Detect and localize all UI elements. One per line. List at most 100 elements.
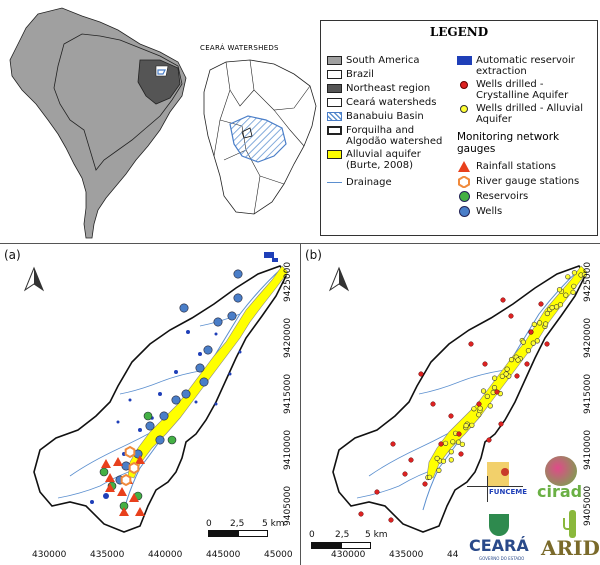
alluvial-well-marker xyxy=(459,441,465,447)
panel-a-label: (a) xyxy=(4,248,21,262)
swatch-northeast xyxy=(326,84,342,93)
crystalline-well-marker xyxy=(482,361,488,367)
alluvial-well-marker xyxy=(571,270,578,276)
scale-label-mid: 2,5 xyxy=(230,519,245,529)
reservoir-marker xyxy=(143,411,153,421)
alluvial-well-marker xyxy=(434,455,440,461)
alluvial-well-marker xyxy=(557,302,564,308)
crystalline-well-marker xyxy=(498,421,504,427)
crystalline-well-marker xyxy=(374,489,380,495)
alluvial-well-marker xyxy=(469,422,475,428)
arid-logo: ARID xyxy=(541,510,600,562)
map-panel-b: (b) 430000 435000 44 9425000 9420000 941… xyxy=(301,244,600,565)
legend-item: Banabuiu Basin xyxy=(325,111,453,122)
legend-item: Brazil xyxy=(325,69,453,80)
alluvial-well-marker xyxy=(480,388,487,394)
alluvial-well-marker xyxy=(534,338,540,344)
swatch-brazil xyxy=(326,70,342,79)
crystalline-well-marker xyxy=(458,451,464,457)
legend-item: Wells drilled - Alluvial Aquifer xyxy=(455,103,597,125)
wells-icon xyxy=(458,206,470,217)
alluvial-well-marker xyxy=(537,320,543,326)
well-marker xyxy=(213,317,223,327)
north-arrow-icon xyxy=(23,266,45,292)
x-tick-label: 430000 xyxy=(331,550,366,560)
rainfall-station-marker xyxy=(129,493,139,502)
swatch-watershed xyxy=(326,126,342,135)
alluvial-well-marker xyxy=(504,366,510,372)
rainfall-station-marker xyxy=(101,459,111,468)
alluvial-well-marker xyxy=(515,357,521,363)
swatch-south-america xyxy=(326,56,342,65)
reservoir-marker xyxy=(99,467,109,477)
alluvial-well-marker xyxy=(448,457,454,463)
rainfall-station-marker xyxy=(119,507,129,516)
alluvial-well-marker xyxy=(448,449,454,455)
legend-item: South America xyxy=(325,55,453,66)
rainfall-station-marker xyxy=(105,473,115,482)
swatch-banabuiu xyxy=(326,112,342,121)
alluvial-well-marker xyxy=(477,405,483,411)
crystalline-well-marker xyxy=(528,329,534,335)
alluvial-well-marker xyxy=(436,467,442,473)
alluvial-well-marker xyxy=(491,385,498,391)
well-marker xyxy=(195,363,205,373)
alluvial-well-marker xyxy=(570,289,576,295)
crystalline-well-marker xyxy=(494,389,500,395)
x-tick-label: 45000 xyxy=(264,550,293,560)
drainage-line-symbol xyxy=(326,182,342,183)
map-a-stations xyxy=(99,269,243,516)
alluvial-well-marker xyxy=(553,304,560,310)
y-tick-label: 9420000 xyxy=(583,317,593,358)
scale-label-mid: 2,5 xyxy=(335,530,350,540)
y-tick-label: 9415000 xyxy=(583,373,593,414)
river-gauge-marker xyxy=(124,445,136,459)
crystalline-well-marker xyxy=(514,373,520,379)
x-tick-label: 435000 xyxy=(389,550,424,560)
scale-label-end: 5 km xyxy=(262,519,285,529)
alluvial-well-marker xyxy=(544,310,550,317)
alluvial-well-marker xyxy=(520,339,526,345)
funceme-logo: FUNCEME xyxy=(467,462,527,516)
river-gauge-icon xyxy=(458,176,470,188)
crystalline-well-marker xyxy=(544,341,550,347)
scale-label-0: 0 xyxy=(309,530,315,540)
y-tick-label: 9410000 xyxy=(283,429,293,470)
alluvial-well-marker xyxy=(463,423,469,429)
crystalline-well-marker xyxy=(486,437,492,443)
legend-panel: LEGEND South America Brazil Northeast re… xyxy=(320,20,598,236)
alluvial-well-marker xyxy=(443,440,449,446)
alluvial-well-marker xyxy=(531,321,537,327)
rainfall-station-marker xyxy=(105,483,115,492)
scale-bar xyxy=(311,542,371,549)
alluvial-well-marker xyxy=(571,283,577,289)
crystalline-well-marker xyxy=(430,401,436,407)
y-tick-label: 9415000 xyxy=(283,373,293,414)
reservoir-marker xyxy=(167,435,177,445)
alluvial-well-marker xyxy=(556,287,563,293)
x-tick-label: 445000 xyxy=(206,550,241,560)
alluvial-well-marker xyxy=(440,458,447,464)
well-marker xyxy=(199,377,209,387)
vertical-divider xyxy=(300,243,301,565)
y-tick-label: 9420000 xyxy=(283,317,293,358)
well-marker xyxy=(145,421,155,431)
well-marker xyxy=(179,303,189,313)
crystalline-well-marker xyxy=(408,457,414,463)
banabuiu-basin-shape xyxy=(229,115,287,163)
crystalline-well-icon xyxy=(460,81,468,89)
swatch-reservoir-extraction xyxy=(456,56,472,65)
x-tick-label: 440000 xyxy=(148,550,183,560)
alluvial-well-marker xyxy=(525,347,531,354)
crystalline-well-marker xyxy=(418,371,424,377)
north-arrow-icon xyxy=(328,266,350,292)
alluvial-well-marker xyxy=(581,272,588,278)
crystalline-well-marker xyxy=(500,297,506,303)
legend-item: Drainage xyxy=(325,177,453,188)
alluvial-well-marker xyxy=(427,474,433,480)
ceara-logo: CEARÁ GOVERNO DO ESTADO xyxy=(469,514,541,564)
map-b-wells xyxy=(358,270,588,523)
rainfall-station-marker xyxy=(135,455,145,464)
alluvial-well-marker xyxy=(487,403,493,409)
legend-item: Alluvial aquifer (Burte, 2008) xyxy=(325,149,453,171)
